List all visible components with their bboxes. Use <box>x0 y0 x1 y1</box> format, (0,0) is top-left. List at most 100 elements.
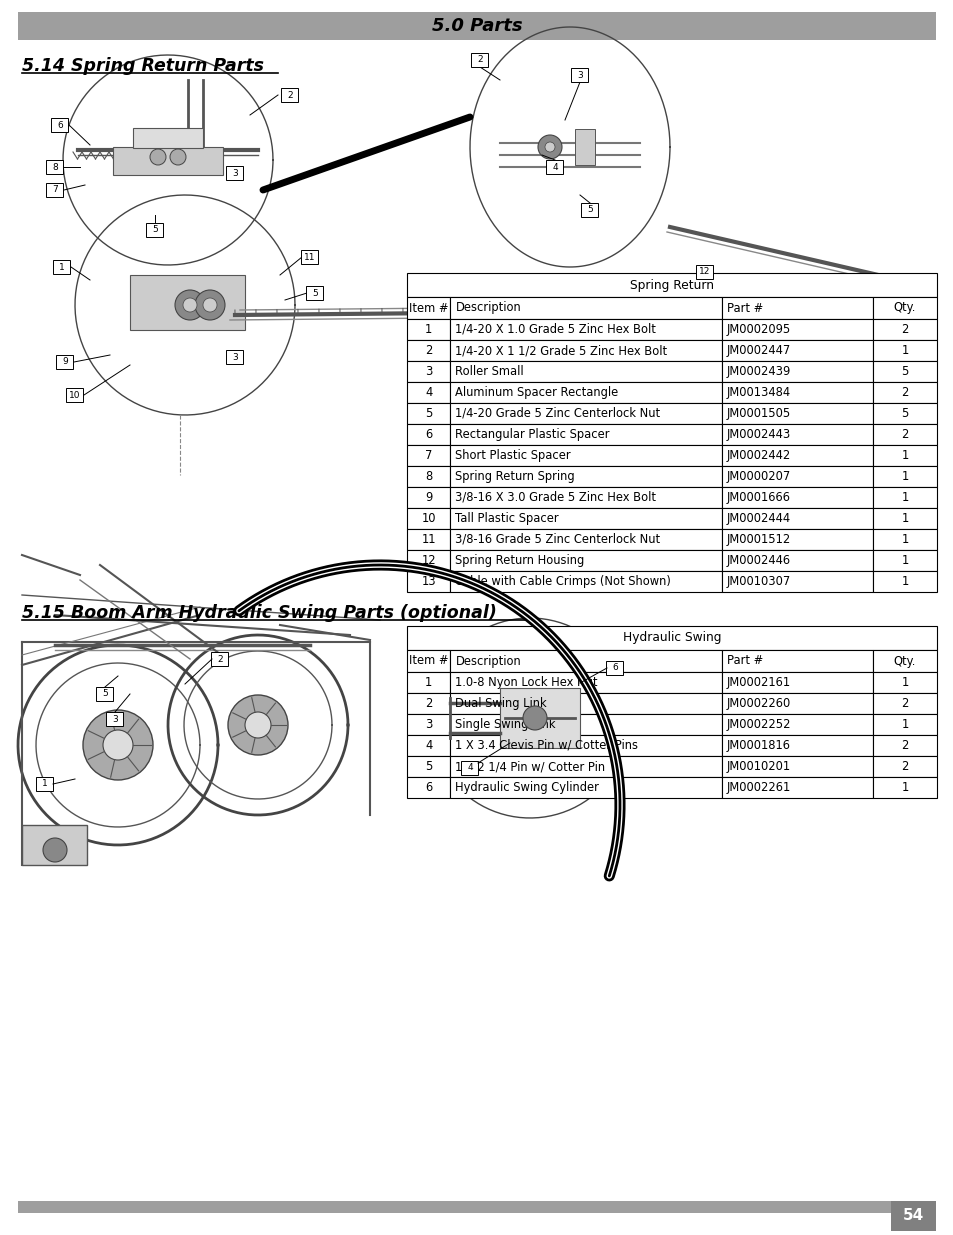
Bar <box>47 183 64 198</box>
Bar <box>226 165 243 180</box>
Bar <box>107 713 123 726</box>
Text: 1: 1 <box>901 471 907 483</box>
Bar <box>67 388 84 403</box>
Bar <box>721 550 872 571</box>
Bar <box>226 350 243 364</box>
Bar <box>721 693 872 714</box>
Bar <box>407 693 450 714</box>
Text: 2: 2 <box>901 739 907 752</box>
Text: JM0002161: JM0002161 <box>726 676 790 689</box>
Text: 1: 1 <box>901 534 907 546</box>
Bar <box>112 147 223 175</box>
Text: 2: 2 <box>901 324 907 336</box>
Text: 9: 9 <box>425 492 432 504</box>
Bar <box>606 661 623 676</box>
Text: 7: 7 <box>425 450 432 462</box>
Text: Part #: Part # <box>726 655 762 667</box>
Bar <box>407 777 450 798</box>
Bar <box>872 529 936 550</box>
Text: Description: Description <box>455 655 520 667</box>
Text: 1: 1 <box>901 676 907 689</box>
Text: 2: 2 <box>287 90 293 100</box>
Bar <box>721 403 872 424</box>
Bar <box>450 403 721 424</box>
Bar <box>407 672 450 693</box>
Bar <box>721 529 872 550</box>
Bar <box>407 550 450 571</box>
Bar <box>450 424 721 445</box>
Text: Roller Small: Roller Small <box>455 366 523 378</box>
Text: 6: 6 <box>57 121 63 130</box>
Bar <box>407 487 450 508</box>
Text: JM0002446: JM0002446 <box>726 555 790 567</box>
Circle shape <box>544 142 555 152</box>
Text: 2: 2 <box>901 697 907 710</box>
Bar <box>450 571 721 592</box>
Text: JM0000207: JM0000207 <box>726 471 790 483</box>
Text: 4: 4 <box>425 387 432 399</box>
Text: 8: 8 <box>52 163 58 172</box>
Bar <box>132 128 203 148</box>
Bar <box>461 761 478 776</box>
Text: 6: 6 <box>425 781 432 794</box>
Text: 1/4-20 Grade 5 Zinc Centerlock Nut: 1/4-20 Grade 5 Zinc Centerlock Nut <box>455 408 659 420</box>
Bar <box>721 487 872 508</box>
Text: 10: 10 <box>421 513 436 525</box>
Bar <box>36 777 53 790</box>
Text: 5: 5 <box>901 408 907 420</box>
Bar <box>721 756 872 777</box>
Bar <box>872 340 936 361</box>
Text: Tall Plastic Spacer: Tall Plastic Spacer <box>455 513 558 525</box>
Text: 3: 3 <box>112 715 118 724</box>
Text: 1/4-20 X 1.0 Grade 5 Zinc Hex Bolt: 1/4-20 X 1.0 Grade 5 Zinc Hex Bolt <box>455 324 656 336</box>
Circle shape <box>103 730 132 760</box>
Bar <box>721 445 872 466</box>
Bar <box>872 382 936 403</box>
Text: 3/8-16 X 3.0 Grade 5 Zinc Hex Bolt: 3/8-16 X 3.0 Grade 5 Zinc Hex Bolt <box>455 492 656 504</box>
Bar <box>47 161 64 174</box>
Text: JM0002443: JM0002443 <box>726 429 790 441</box>
Bar <box>407 508 450 529</box>
Text: 3/8-16 Grade 5 Zinc Centerlock Nut: 3/8-16 Grade 5 Zinc Centerlock Nut <box>455 534 659 546</box>
Bar <box>281 88 298 103</box>
Circle shape <box>245 713 271 739</box>
Circle shape <box>194 290 225 320</box>
Bar <box>872 571 936 592</box>
Bar <box>721 571 872 592</box>
Text: 11: 11 <box>421 534 436 546</box>
Bar <box>471 53 488 67</box>
Text: 1: 1 <box>901 513 907 525</box>
Text: Part #: Part # <box>726 301 762 315</box>
Text: 5: 5 <box>425 760 432 773</box>
Text: JM0010201: JM0010201 <box>726 760 790 773</box>
Circle shape <box>170 149 186 165</box>
Text: 1: 1 <box>901 345 907 357</box>
Bar <box>18 1200 935 1213</box>
Bar <box>890 1200 935 1231</box>
Bar <box>872 361 936 382</box>
Text: 2: 2 <box>217 655 223 663</box>
Text: JM0002252: JM0002252 <box>726 718 790 731</box>
Circle shape <box>183 298 196 312</box>
Text: Hydraulic Swing: Hydraulic Swing <box>622 631 720 645</box>
Bar <box>872 714 936 735</box>
Bar <box>546 161 563 174</box>
Bar <box>450 735 721 756</box>
Text: 1.0-8 Nyon Lock Hex Nut: 1.0-8 Nyon Lock Hex Nut <box>455 676 598 689</box>
Bar <box>450 756 721 777</box>
Bar <box>721 777 872 798</box>
Text: 1: 1 <box>901 450 907 462</box>
Text: 1/4-20 X 1 1/2 Grade 5 Zinc Hex Bolt: 1/4-20 X 1 1/2 Grade 5 Zinc Hex Bolt <box>455 345 667 357</box>
Text: JM0002444: JM0002444 <box>726 513 790 525</box>
Text: 5: 5 <box>586 205 592 215</box>
Bar <box>872 550 936 571</box>
Bar <box>130 275 245 330</box>
Bar <box>721 714 872 735</box>
Bar <box>450 777 721 798</box>
Text: 8: 8 <box>425 471 432 483</box>
Bar <box>407 714 450 735</box>
Bar <box>450 445 721 466</box>
Text: JM0002439: JM0002439 <box>726 366 790 378</box>
Bar <box>301 249 318 264</box>
Text: 2: 2 <box>476 56 482 64</box>
